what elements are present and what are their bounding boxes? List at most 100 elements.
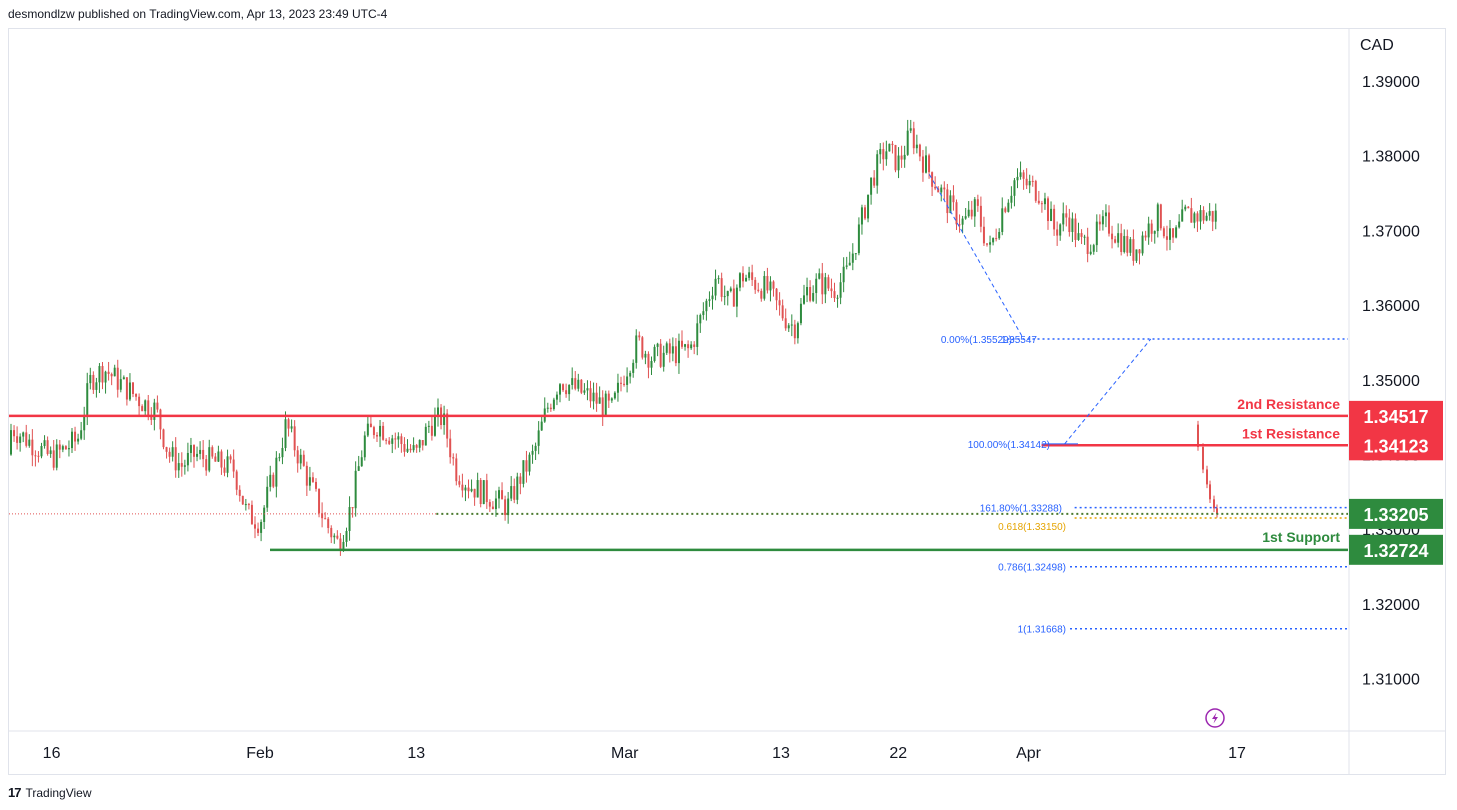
tradingview-logo-icon: 17 bbox=[8, 785, 22, 800]
candle bbox=[1034, 179, 1037, 203]
resistance-1-label: 1st Resistance bbox=[1242, 425, 1340, 441]
candle bbox=[153, 398, 156, 431]
candle bbox=[952, 185, 955, 211]
candle bbox=[89, 367, 92, 390]
candle bbox=[900, 145, 903, 168]
candle bbox=[491, 501, 494, 510]
candle bbox=[516, 472, 519, 505]
candle bbox=[522, 460, 525, 488]
candle bbox=[214, 453, 217, 462]
candle bbox=[1135, 249, 1138, 263]
time-axis[interactable]: 16 Feb 13 Mar 13 22 Apr 17 bbox=[43, 745, 1246, 762]
candle bbox=[113, 364, 116, 377]
candle bbox=[186, 442, 189, 472]
candle bbox=[1056, 221, 1059, 246]
candle bbox=[443, 405, 446, 435]
candle bbox=[1043, 192, 1046, 210]
price-tick-label: 1.37000 bbox=[1362, 223, 1420, 240]
candle bbox=[970, 200, 973, 220]
candle bbox=[1065, 205, 1068, 227]
time-tick-label: 16 bbox=[43, 745, 61, 762]
price-axis[interactable]: 1.39000 1.38000 1.37000 1.36000 1.35000 1.320… bbox=[1362, 74, 1420, 689]
candle bbox=[909, 119, 912, 134]
candle bbox=[751, 264, 754, 287]
candle bbox=[461, 473, 464, 498]
candle bbox=[616, 373, 619, 402]
candle bbox=[1071, 212, 1074, 242]
candle bbox=[1050, 201, 1053, 222]
candle bbox=[135, 393, 138, 401]
candle bbox=[1208, 203, 1211, 221]
candle bbox=[1123, 229, 1126, 254]
candle bbox=[812, 285, 815, 303]
candle bbox=[684, 343, 687, 351]
candle bbox=[729, 286, 732, 293]
fib-label: 100.00%(1.34142) bbox=[968, 440, 1050, 451]
candle bbox=[912, 121, 915, 155]
candle bbox=[272, 472, 275, 489]
candle bbox=[110, 372, 113, 386]
candle bbox=[705, 298, 708, 321]
candle bbox=[354, 461, 357, 517]
candle bbox=[467, 479, 470, 499]
chart-frame[interactable] bbox=[8, 28, 1446, 775]
candle bbox=[180, 452, 183, 477]
candle bbox=[19, 433, 22, 452]
candle bbox=[1216, 504, 1218, 518]
candle bbox=[366, 416, 369, 438]
candle bbox=[809, 280, 812, 303]
candle bbox=[391, 434, 394, 454]
candle bbox=[955, 199, 958, 231]
candle bbox=[1202, 443, 1204, 474]
candle bbox=[525, 450, 528, 483]
candle bbox=[961, 215, 964, 234]
candle bbox=[589, 380, 592, 408]
candle bbox=[250, 500, 253, 525]
candle bbox=[845, 256, 848, 270]
candle bbox=[571, 367, 574, 390]
candle bbox=[995, 228, 998, 242]
candle bbox=[247, 502, 250, 510]
candle bbox=[821, 262, 824, 305]
candle bbox=[745, 274, 748, 282]
time-tick-label: Apr bbox=[1016, 745, 1042, 762]
candle bbox=[906, 119, 909, 156]
candle bbox=[979, 196, 982, 233]
candle bbox=[433, 407, 436, 437]
candle bbox=[967, 201, 970, 218]
candle bbox=[452, 453, 455, 466]
price-tick-label: 1.35000 bbox=[1362, 373, 1420, 390]
candle bbox=[28, 434, 31, 448]
candle bbox=[1211, 210, 1214, 232]
candle bbox=[119, 369, 122, 393]
candle bbox=[1169, 219, 1171, 251]
candle bbox=[254, 516, 256, 539]
candle bbox=[278, 453, 281, 462]
candle bbox=[1165, 225, 1168, 251]
candle bbox=[796, 321, 799, 344]
fib-label: 1(1.31668) bbox=[1018, 625, 1066, 636]
candle bbox=[964, 208, 967, 220]
candle bbox=[1025, 168, 1028, 189]
candle bbox=[613, 391, 616, 400]
candle bbox=[318, 488, 321, 518]
candle bbox=[1080, 229, 1083, 245]
candle bbox=[973, 197, 976, 227]
candle bbox=[915, 134, 918, 154]
candle bbox=[104, 370, 107, 394]
candle bbox=[177, 452, 180, 478]
candle bbox=[1153, 230, 1156, 244]
candle bbox=[1159, 203, 1162, 231]
candle bbox=[421, 440, 424, 451]
candle bbox=[665, 341, 668, 355]
lightning-icon[interactable] bbox=[1205, 708, 1225, 728]
candle bbox=[52, 440, 55, 471]
candle bbox=[269, 465, 272, 492]
candle bbox=[693, 341, 696, 355]
candle bbox=[504, 495, 507, 521]
candle bbox=[220, 449, 223, 475]
candle bbox=[1086, 227, 1089, 263]
candle bbox=[400, 433, 403, 453]
candle bbox=[437, 398, 439, 427]
